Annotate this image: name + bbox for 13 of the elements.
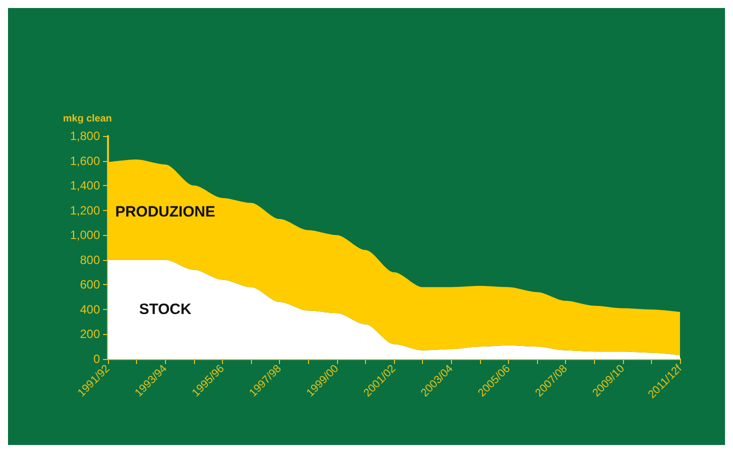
- y-tick-label: 1,400: [70, 178, 100, 193]
- y-tick-label: 0: [93, 352, 100, 366]
- series-label: STOCK: [139, 300, 192, 318]
- y-tick-label: 1,000: [70, 228, 100, 242]
- y-tick-label: 1,200: [70, 203, 100, 218]
- y-tick-label: 800: [80, 252, 100, 267]
- y-tick-label: 600: [80, 278, 100, 292]
- series-label: PRODUZIONE: [115, 204, 216, 221]
- y-tick-label: 1,800: [70, 129, 100, 143]
- y-tick-label: 1,600: [70, 154, 100, 168]
- y-tick-label: 400: [80, 302, 100, 316]
- y-axis-title: mkg clean: [63, 114, 112, 124]
- y-tick-label: 200: [80, 327, 100, 342]
